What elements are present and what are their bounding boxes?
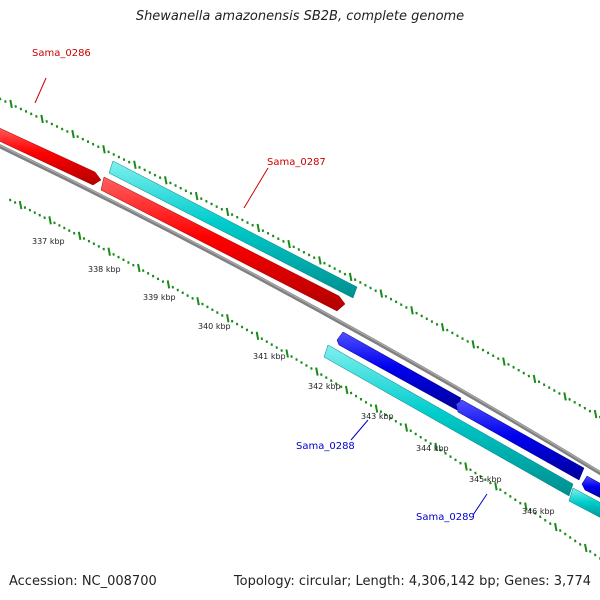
- gc-tick: [77, 231, 82, 241]
- gc-tick: [226, 314, 230, 323]
- gc-tick: [166, 280, 171, 289]
- gc-tick: [524, 502, 528, 511]
- gc-tick: [196, 297, 200, 306]
- gc-tick: [48, 216, 52, 225]
- scale-label: 346 kbp: [522, 507, 555, 516]
- gc-tick: [440, 323, 445, 332]
- gc-tick: [434, 442, 438, 452]
- gene-sama-0287-arrow[interactable]: [100, 176, 346, 312]
- gene-sama-0286-arrow[interactable]: [0, 126, 102, 186]
- gc-tick: [285, 349, 289, 358]
- gc-tick: [554, 522, 558, 532]
- cds-sama-0287[interactable]: [108, 160, 358, 299]
- gc-tick: [107, 247, 111, 256]
- gc-tick: [194, 191, 199, 201]
- gc-skew-ticks-upper: [0, 97, 600, 419]
- map-title: Shewanella amazonensis SB2B, complete ge…: [135, 9, 465, 24]
- scale-label: 344 kbp: [416, 444, 449, 453]
- scale-label: 338 kbp: [88, 265, 121, 274]
- gc-tick: [494, 482, 498, 491]
- gene-label-sama-0289[interactable]: Sama_0289: [416, 512, 475, 523]
- gene-next-arrow[interactable]: [581, 475, 600, 500]
- gc-tick: [225, 207, 230, 217]
- scale-label: 339 kbp: [143, 293, 176, 302]
- gc-tick: [344, 385, 349, 395]
- gc-tick: [256, 223, 261, 233]
- gc-tick: [255, 331, 260, 340]
- gene-sama-0289-arrow[interactable]: [455, 399, 585, 481]
- gc-tick: [464, 462, 468, 471]
- gc-tick: [410, 306, 414, 315]
- gc-tick: [9, 99, 13, 109]
- gc-tick: [315, 367, 319, 376]
- cds-sama-0288[interactable]: [323, 344, 574, 497]
- label-line-sama-0287: [243, 167, 269, 209]
- gc-tick: [593, 409, 598, 419]
- label-line-sama-0289: [472, 493, 488, 516]
- genome-summary-text: Topology: circular; Length: 4,306,142 bp…: [233, 574, 591, 589]
- accession-text: Accession: NC_008700: [9, 574, 157, 589]
- scale-label: 341 kbp: [253, 352, 286, 361]
- gc-tick: [563, 392, 567, 401]
- scale-label: 340 kbp: [198, 322, 231, 331]
- label-line-sama-0286: [34, 77, 47, 104]
- gene-label-sama-0288[interactable]: Sama_0288: [296, 441, 355, 452]
- gc-tick: [404, 423, 409, 432]
- scale-label: 337 kbp: [32, 237, 65, 246]
- gc-tick: [102, 145, 106, 154]
- gc-tick: [374, 404, 379, 413]
- gc-tick: [584, 543, 588, 553]
- gc-tick: [18, 200, 23, 210]
- gc-tick: [379, 289, 384, 298]
- gene-label-sama-0286[interactable]: Sama_0286: [32, 48, 91, 59]
- gene-label-sama-0287[interactable]: Sama_0287: [267, 157, 326, 168]
- gc-tick: [471, 340, 476, 349]
- gc-tick: [40, 114, 44, 124]
- gc-tick: [348, 272, 353, 282]
- gc-tick: [137, 263, 141, 273]
- gc-tick: [164, 176, 168, 185]
- gc-tick: [71, 129, 75, 139]
- scale-labels: 337 kbp 338 kbp 339 kbp 340 kbp 341 kbp …: [32, 237, 555, 516]
- gc-tick: [287, 239, 291, 249]
- cds-sama-0289[interactable]: [568, 487, 600, 520]
- gc-tick: [318, 256, 322, 265]
- genome-map: Sama_0286 Sama_0287 Sama_0288 Sama_0289 …: [0, 48, 600, 560]
- gc-skew-ticks-lower: [9, 198, 600, 560]
- gc-tick: [532, 374, 537, 384]
- scale-label: 345 kbp: [469, 475, 502, 484]
- gc-tick: [502, 357, 506, 366]
- genome-backbone: [0, 144, 600, 476]
- scale-label: 342 kbp: [308, 382, 341, 391]
- scale-label: 343 kbp: [361, 412, 394, 421]
- gc-tick: [133, 160, 137, 169]
- label-line-sama-0288: [350, 419, 369, 441]
